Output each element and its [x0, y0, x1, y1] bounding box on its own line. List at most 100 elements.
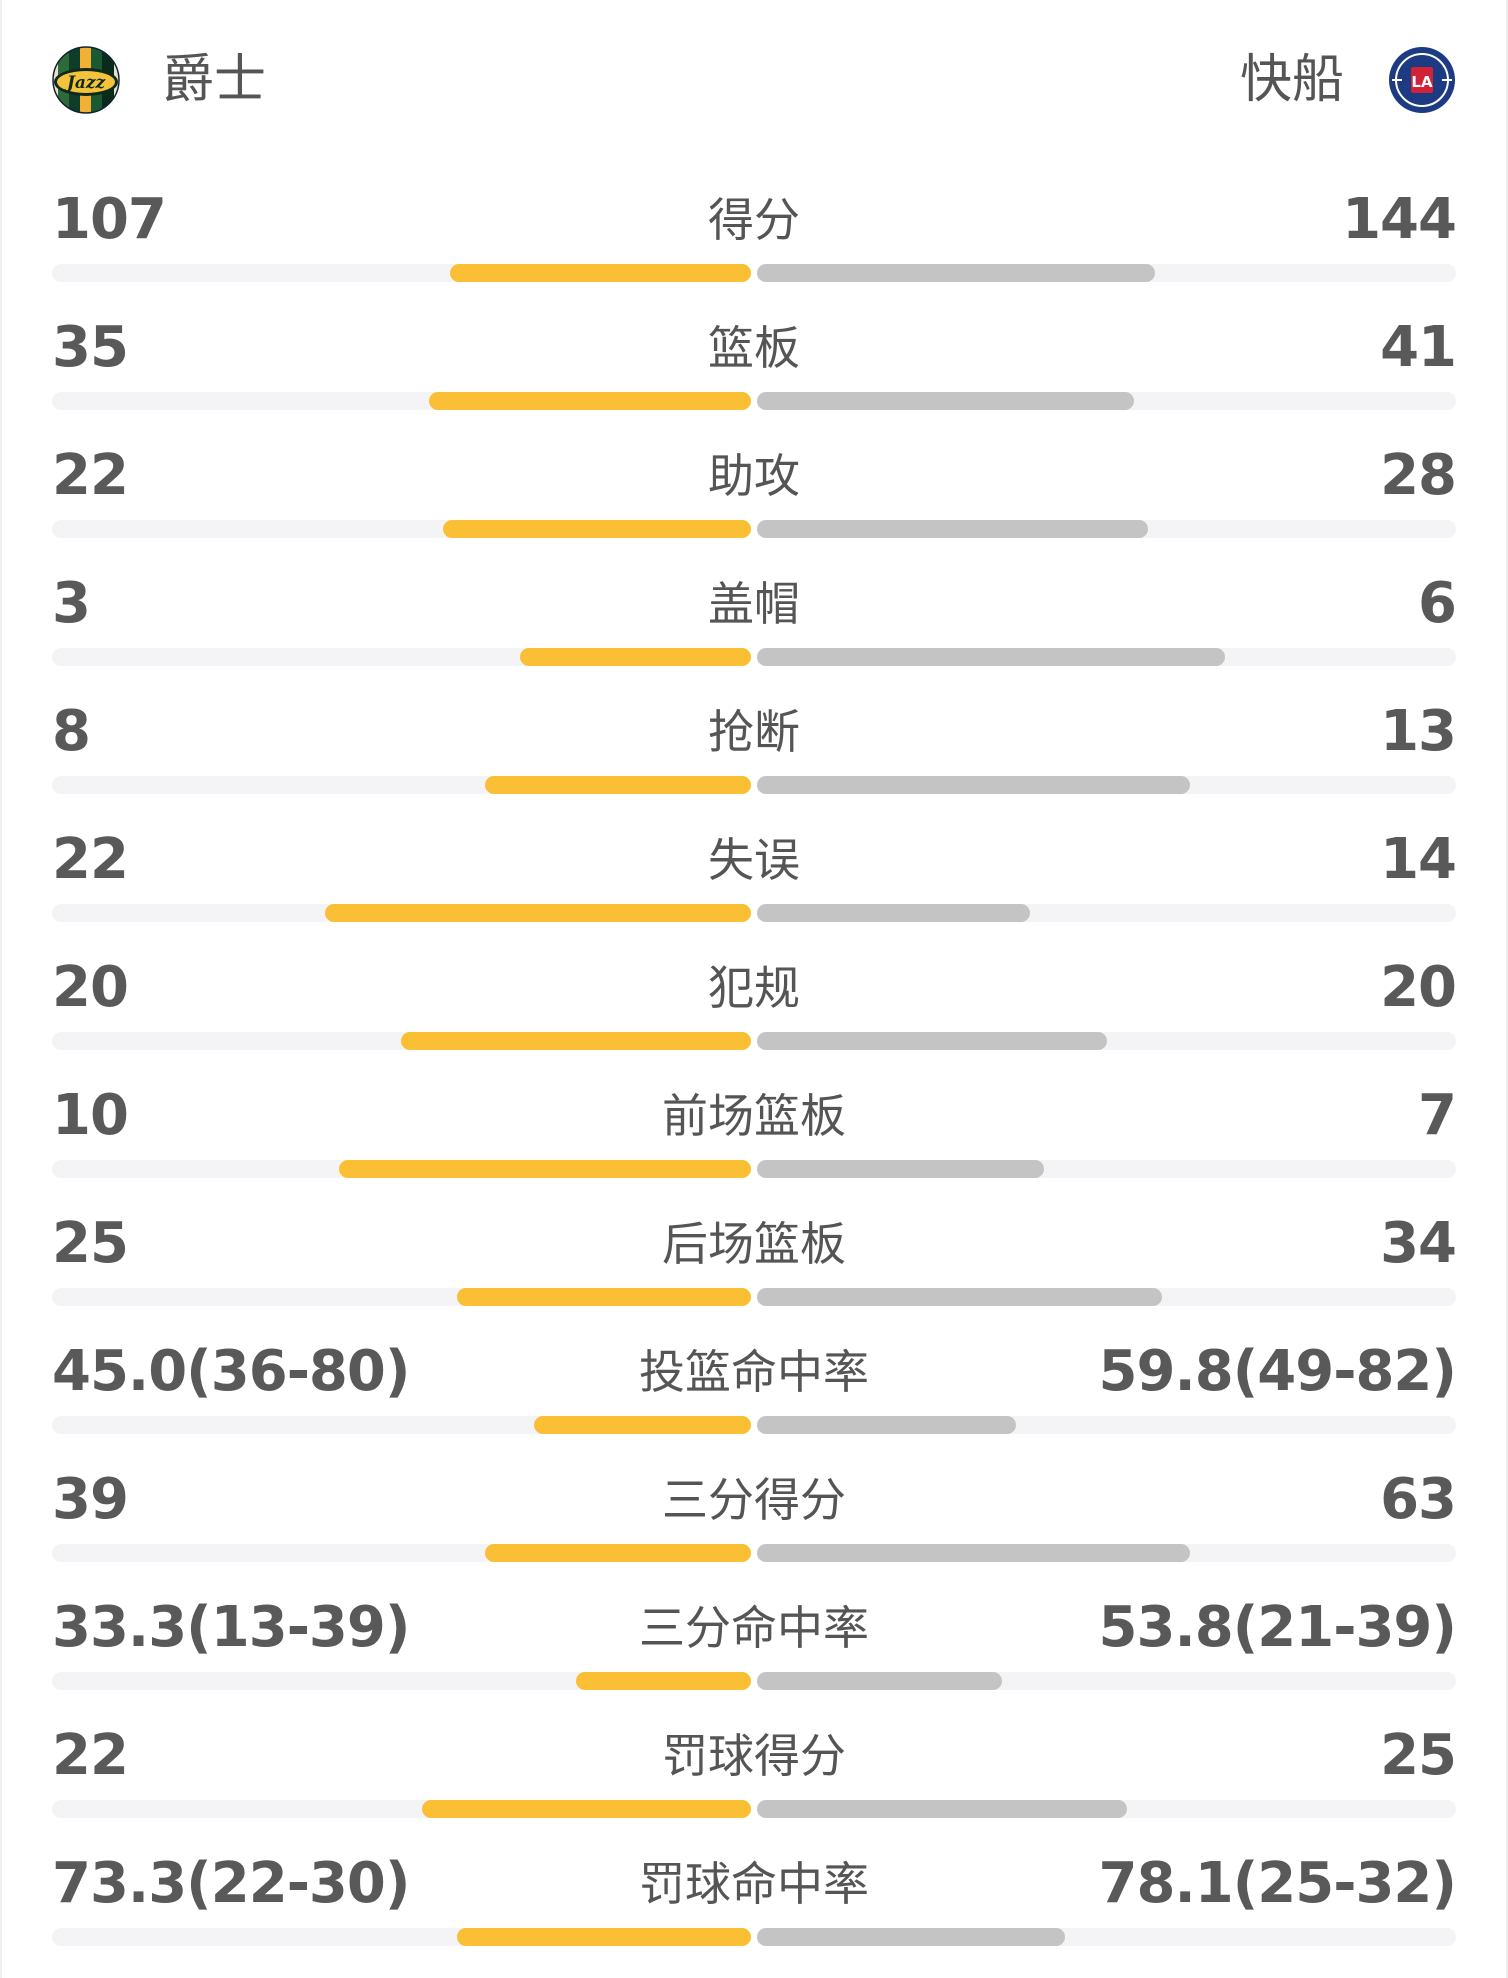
- away-bar-fill: [757, 648, 1225, 666]
- stat-row: 8 抢断 13: [52, 690, 1457, 818]
- home-bar-track: [52, 1160, 751, 1178]
- home-stat-value: 22: [52, 1723, 129, 1788]
- stats-list: 107 得分 144 35 篮板 41 22 助攻 28 3 盖帽 6 8 抢断 13 22 失误 14 20 犯规 2…: [52, 178, 1457, 1970]
- away-stat-value: 7: [1418, 1083, 1457, 1148]
- away-bar-track: [757, 392, 1456, 410]
- away-stat-value: 6: [1418, 571, 1457, 636]
- away-bar-fill: [757, 1672, 1002, 1690]
- home-stat-value: 20: [52, 955, 129, 1020]
- svg-text:Jazz: Jazz: [64, 73, 106, 93]
- away-bar-fill: [757, 1928, 1065, 1946]
- away-bar-fill: [757, 776, 1190, 794]
- stat-row: 107 得分 144: [52, 178, 1457, 306]
- stat-row: 73.3(22-30) 罚球命中率 78.1(25-32): [52, 1842, 1457, 1970]
- away-stat-value: 78.1(25-32): [1098, 1851, 1457, 1916]
- stat-row: 3 盖帽 6: [52, 562, 1457, 690]
- away-team[interactable]: 快船 LA: [1240, 40, 1456, 120]
- away-bar-fill: [757, 1544, 1190, 1562]
- stat-row: 33.3(13-39) 三分命中率 53.8(21-39): [52, 1586, 1457, 1714]
- stat-label: 投篮命中率: [639, 1345, 869, 1399]
- away-stat-value: 34: [1380, 1211, 1457, 1276]
- home-bar-track: [52, 904, 751, 922]
- home-bar-fill: [520, 648, 751, 666]
- home-bar-track: [52, 1928, 751, 1946]
- away-bar-fill: [757, 1288, 1162, 1306]
- away-stat-value: 28: [1380, 443, 1457, 508]
- stat-row: 22 助攻 28: [52, 434, 1457, 562]
- stat-row: 20 犯规 20: [52, 946, 1457, 1074]
- team-header: Jazz 爵士 快船 LA: [52, 40, 1456, 120]
- stat-row: 39 三分得分 63: [52, 1458, 1457, 1586]
- away-stat-value: 59.8(49-82): [1098, 1339, 1457, 1404]
- home-stat-value: 22: [52, 827, 129, 892]
- home-bar-fill: [534, 1416, 751, 1434]
- away-bar-track: [757, 1800, 1456, 1818]
- away-stat-value: 53.8(21-39): [1098, 1595, 1457, 1660]
- home-bar-track: [52, 520, 751, 538]
- home-bar-fill: [450, 264, 751, 282]
- stat-label: 前场篮板: [662, 1089, 846, 1143]
- away-stat-value: 41: [1380, 315, 1457, 380]
- away-bar-track: [757, 264, 1456, 282]
- stat-label: 抢断: [708, 705, 800, 759]
- away-bar-fill: [757, 520, 1148, 538]
- home-bar-fill: [443, 520, 751, 538]
- home-bar-track: [52, 1800, 751, 1818]
- stat-label: 助攻: [708, 449, 800, 503]
- home-bar-fill: [429, 392, 751, 410]
- away-team-name: 快船: [1239, 50, 1344, 110]
- away-bar-fill: [757, 1032, 1107, 1050]
- home-bar-fill: [457, 1288, 751, 1306]
- home-stat-value: 33.3(13-39): [52, 1595, 410, 1660]
- clippers-logo-icon: LA: [1388, 46, 1456, 114]
- away-bar-track: [757, 648, 1456, 666]
- home-stat-value: 73.3(22-30): [52, 1851, 410, 1916]
- away-bar-track: [757, 776, 1456, 794]
- away-bar-fill: [757, 392, 1134, 410]
- away-bar-track: [757, 1416, 1456, 1434]
- away-bar-track: [757, 520, 1456, 538]
- away-stat-value: 63: [1380, 1467, 1457, 1532]
- stat-label: 失误: [708, 833, 800, 887]
- away-bar-track: [757, 1928, 1456, 1946]
- stat-label: 盖帽: [708, 577, 800, 631]
- home-bar-fill: [339, 1160, 751, 1178]
- home-bar-track: [52, 1288, 751, 1306]
- away-bar-track: [757, 1672, 1456, 1690]
- home-bar-fill: [325, 904, 751, 922]
- away-bar-track: [757, 1288, 1456, 1306]
- home-bar-track: [52, 1544, 751, 1562]
- away-bar-track: [757, 1032, 1456, 1050]
- home-bar-track: [52, 392, 751, 410]
- away-stat-value: 14: [1380, 827, 1457, 892]
- home-bar-fill: [485, 1544, 751, 1562]
- stat-label: 罚球得分: [662, 1729, 846, 1783]
- stat-row: 22 罚球得分 25: [52, 1714, 1457, 1842]
- home-team[interactable]: Jazz 爵士: [52, 40, 266, 120]
- home-bar-fill: [576, 1672, 751, 1690]
- stat-row: 10 前场篮板 7: [52, 1074, 1457, 1202]
- home-team-name: 爵士: [162, 50, 267, 110]
- stat-label: 三分命中率: [639, 1601, 869, 1655]
- home-bar-track: [52, 1032, 751, 1050]
- stat-label: 罚球命中率: [639, 1857, 869, 1911]
- away-stat-value: 144: [1342, 187, 1457, 252]
- home-stat-value: 8: [52, 699, 91, 764]
- home-stat-value: 10: [52, 1083, 129, 1148]
- home-stat-value: 45.0(36-80): [52, 1339, 410, 1404]
- away-bar-fill: [757, 1416, 1016, 1434]
- home-bar-fill: [422, 1800, 751, 1818]
- stat-label: 犯规: [708, 961, 800, 1015]
- home-bar-track: [52, 1416, 751, 1434]
- stat-row: 22 失误 14: [52, 818, 1457, 946]
- away-bar-track: [757, 1544, 1456, 1562]
- stat-label: 得分: [708, 193, 800, 247]
- stat-row: 35 篮板 41: [52, 306, 1457, 434]
- away-stat-value: 13: [1380, 699, 1457, 764]
- home-stat-value: 35: [52, 315, 129, 380]
- away-bar-fill: [757, 264, 1155, 282]
- home-stat-value: 22: [52, 443, 129, 508]
- stat-label: 后场篮板: [662, 1217, 846, 1271]
- home-bar-fill: [401, 1032, 751, 1050]
